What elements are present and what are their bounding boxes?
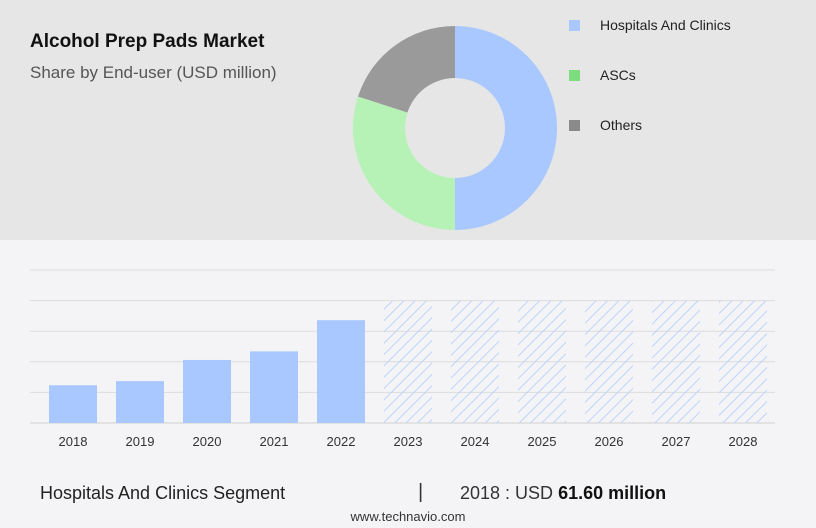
source-url: www.technavio.com <box>350 509 466 524</box>
x-tick-label-2026: 2026 <box>595 434 624 449</box>
chart-title: Alcohol Prep Pads Market <box>30 31 265 52</box>
x-tick-label-2019: 2019 <box>126 434 155 449</box>
x-tick-label-2024: 2024 <box>461 434 490 449</box>
footer-value: 2018 : USD 61.60 million <box>460 483 666 504</box>
x-tick-label-2023: 2023 <box>394 434 423 449</box>
x-tick-label-2020: 2020 <box>193 434 222 449</box>
legend-label-hospitals: Hospitals And Clinics <box>600 17 731 33</box>
x-tick-label-2022: 2022 <box>327 434 356 449</box>
x-tick-label-2021: 2021 <box>260 434 289 449</box>
chart-subtitle: Share by End-user (USD million) <box>30 63 277 82</box>
legend-swatch-ascs <box>569 69 580 81</box>
bar-2019 <box>116 381 164 423</box>
forecast-bar-2024 <box>451 300 499 423</box>
bar-2018 <box>49 385 97 423</box>
donut-slice-others <box>357 26 455 113</box>
bar-2022 <box>317 320 365 423</box>
legend-swatch-hospitals <box>569 19 580 31</box>
forecast-bar-2026 <box>585 300 633 423</box>
bar-2021 <box>250 351 298 423</box>
legend-label-ascs: ASCs <box>600 67 636 83</box>
donut-chart <box>353 26 557 230</box>
bar-2020 <box>183 359 231 423</box>
donut-slice-ascs <box>353 96 455 230</box>
legend-item-hospitals: Hospitals And Clinics <box>569 15 731 35</box>
footer-value-bold: 61.60 million <box>558 483 667 503</box>
donut-slice-hospitals-and-clinics <box>455 26 557 230</box>
legend-item-others: Others <box>569 115 642 135</box>
forecast-bar-2027 <box>652 300 700 423</box>
forecast-bar-2028 <box>719 300 767 423</box>
x-tick-label-2018: 2018 <box>59 434 88 449</box>
x-tick-label-2028: 2028 <box>729 434 758 449</box>
forecast-bar-2023 <box>384 300 432 423</box>
x-tick-label-2027: 2027 <box>662 434 691 449</box>
legend-label-others: Others <box>600 117 643 133</box>
bar-chart: 2018 2019 2020 2021 2022 2023 2024 2025 2026 2027… <box>30 269 775 449</box>
forecast-bar-2025 <box>518 300 566 423</box>
footer-value-prefix: 2018 : USD <box>460 483 554 503</box>
legend-item-ascs: ASCs <box>569 65 636 85</box>
footer-segment: Hospitals And Clinics Segment <box>40 483 286 503</box>
x-tick-label-2025: 2025 <box>528 434 557 449</box>
footer-separator: | <box>418 481 424 503</box>
legend-swatch-others <box>569 119 580 131</box>
